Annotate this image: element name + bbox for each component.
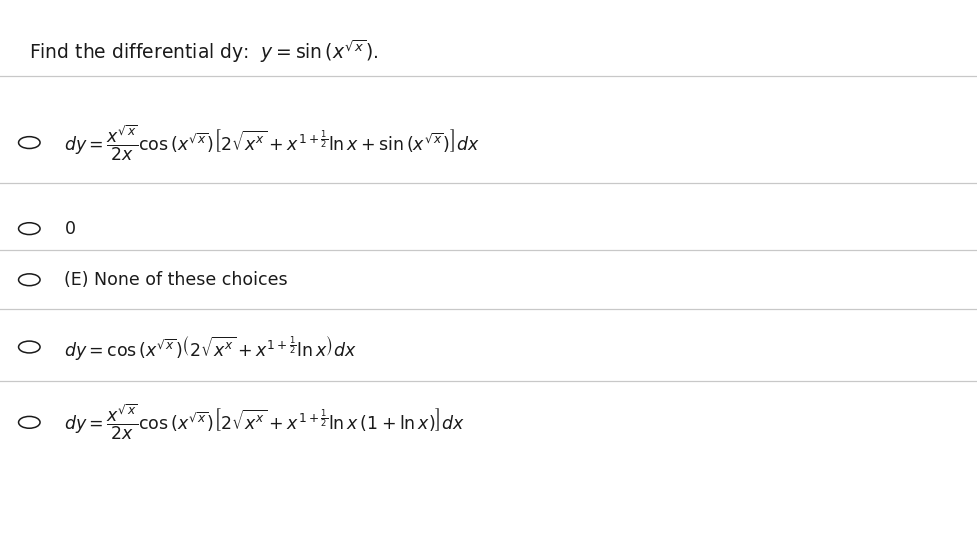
Text: $dy = \dfrac{x^{\sqrt{x}}}{2x}\cos\left(x^{\sqrt{x}}\right)\left[2\sqrt{x^{x}} +: $dy = \dfrac{x^{\sqrt{x}}}{2x}\cos\left(… (64, 123, 479, 162)
Text: $0$: $0$ (64, 220, 75, 238)
Text: (E) None of these choices: (E) None of these choices (64, 271, 287, 289)
Text: Find the differential dy:  $y = \sin\left(x^{\sqrt{x^{}}}\right).$: Find the differential dy: $y = \sin\left… (29, 38, 379, 65)
Text: $dy = \cos\left(x^{\sqrt{x}}\right)\left(2\sqrt{x^{x}} + x^{1+\frac{1}{2}}\ln x\: $dy = \cos\left(x^{\sqrt{x}}\right)\left… (64, 332, 356, 362)
Text: $dy = \dfrac{x^{\sqrt{x}}}{2x}\cos\left(x^{\sqrt{x}}\right)\left[2\sqrt{x^{x}} +: $dy = \dfrac{x^{\sqrt{x}}}{2x}\cos\left(… (64, 402, 465, 442)
